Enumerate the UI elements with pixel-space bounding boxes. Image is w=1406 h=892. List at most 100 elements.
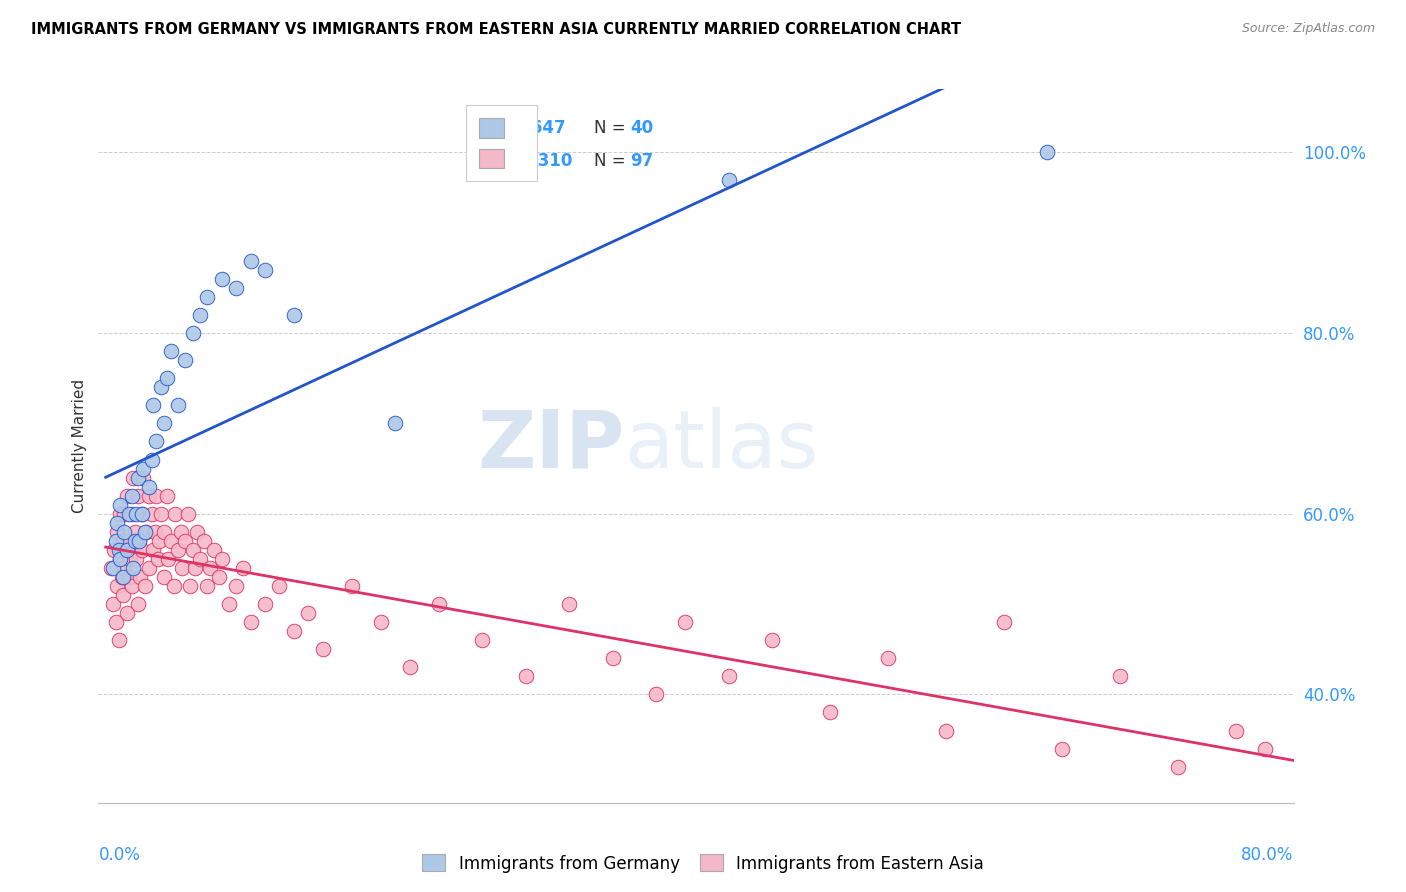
Point (156, 552, 179, 566)
Text: R =: R = (475, 152, 510, 169)
Point (993, 615, 1015, 629)
Point (135, 524, 157, 539)
Text: 97: 97 (630, 152, 654, 169)
Point (100, 561, 122, 575)
Point (117, 606, 139, 620)
Point (167, 398, 190, 412)
Point (131, 542, 153, 557)
Point (174, 533, 197, 548)
Point (340, 579, 363, 593)
Point (602, 651, 624, 665)
Point (105, 579, 128, 593)
Point (108, 498, 131, 512)
Point (121, 579, 143, 593)
Point (195, 579, 218, 593)
Point (152, 524, 174, 539)
Point (142, 542, 165, 557)
Point (193, 533, 215, 548)
Point (108, 507, 131, 521)
Point (283, 624, 305, 639)
Text: Source: ZipAtlas.com: Source: ZipAtlas.com (1241, 22, 1375, 36)
Point (160, 533, 183, 548)
Point (877, 651, 900, 665)
Legend: Immigrants from Germany, Immigrants from Eastern Asia: Immigrants from Germany, Immigrants from… (415, 847, 991, 880)
Point (186, 524, 208, 539)
Point (558, 597, 581, 611)
Point (125, 552, 148, 566)
Point (761, 633, 783, 648)
Text: 0.647: 0.647 (513, 119, 565, 136)
Point (131, 507, 153, 521)
Y-axis label: Currently Married: Currently Married (72, 379, 87, 513)
Point (138, 489, 160, 503)
Point (101, 597, 124, 611)
Point (384, 417, 406, 431)
Point (155, 489, 177, 503)
Point (211, 272, 233, 286)
Point (370, 615, 392, 629)
Point (103, 542, 125, 557)
Point (177, 507, 200, 521)
Point (112, 570, 135, 584)
Text: N =: N = (595, 119, 631, 136)
Text: -0.310: -0.310 (513, 152, 572, 169)
Point (170, 524, 193, 539)
Point (131, 507, 153, 521)
Point (122, 470, 145, 484)
Point (717, 172, 740, 186)
Point (108, 552, 131, 566)
Point (167, 542, 190, 557)
Text: N =: N = (595, 152, 631, 169)
Point (297, 606, 319, 620)
Point (181, 542, 204, 557)
Point (645, 687, 668, 701)
Point (239, 253, 262, 268)
Text: 40: 40 (630, 119, 654, 136)
Point (134, 579, 156, 593)
Point (149, 507, 172, 521)
Point (1167, 759, 1189, 773)
Point (117, 542, 139, 557)
Point (181, 326, 204, 340)
Point (112, 588, 135, 602)
Point (118, 533, 141, 548)
Point (145, 489, 167, 503)
Point (114, 561, 136, 575)
Point (1253, 741, 1275, 756)
Text: IMMIGRANTS FROM GERMANY VS IMMIGRANTS FROM EASTERN ASIA CURRENTLY MARRIED CORREL: IMMIGRANTS FROM GERMANY VS IMMIGRANTS FR… (31, 22, 962, 37)
Point (127, 489, 149, 503)
Point (312, 642, 335, 657)
Point (253, 597, 276, 611)
Point (124, 524, 146, 539)
Legend:  ,  : , (465, 105, 537, 181)
Point (108, 552, 131, 566)
Point (232, 561, 254, 575)
Point (138, 480, 160, 494)
Point (114, 507, 136, 521)
Point (124, 533, 146, 548)
Point (399, 660, 422, 674)
Point (104, 533, 127, 548)
Text: atlas: atlas (624, 407, 818, 485)
Point (145, 434, 167, 449)
Point (107, 542, 129, 557)
Point (188, 552, 211, 566)
Point (146, 552, 169, 566)
Point (120, 552, 142, 566)
Point (128, 533, 150, 548)
Point (184, 561, 207, 575)
Point (427, 597, 450, 611)
Text: R =: R = (475, 119, 510, 136)
Point (118, 570, 141, 584)
Point (132, 470, 155, 484)
Point (134, 524, 156, 539)
Point (101, 561, 124, 575)
Point (152, 570, 174, 584)
Text: 80.0%: 80.0% (1241, 846, 1294, 863)
Point (195, 290, 218, 304)
Point (818, 706, 841, 720)
Point (107, 633, 129, 648)
Point (125, 507, 148, 521)
Point (152, 417, 174, 431)
Point (155, 371, 177, 385)
